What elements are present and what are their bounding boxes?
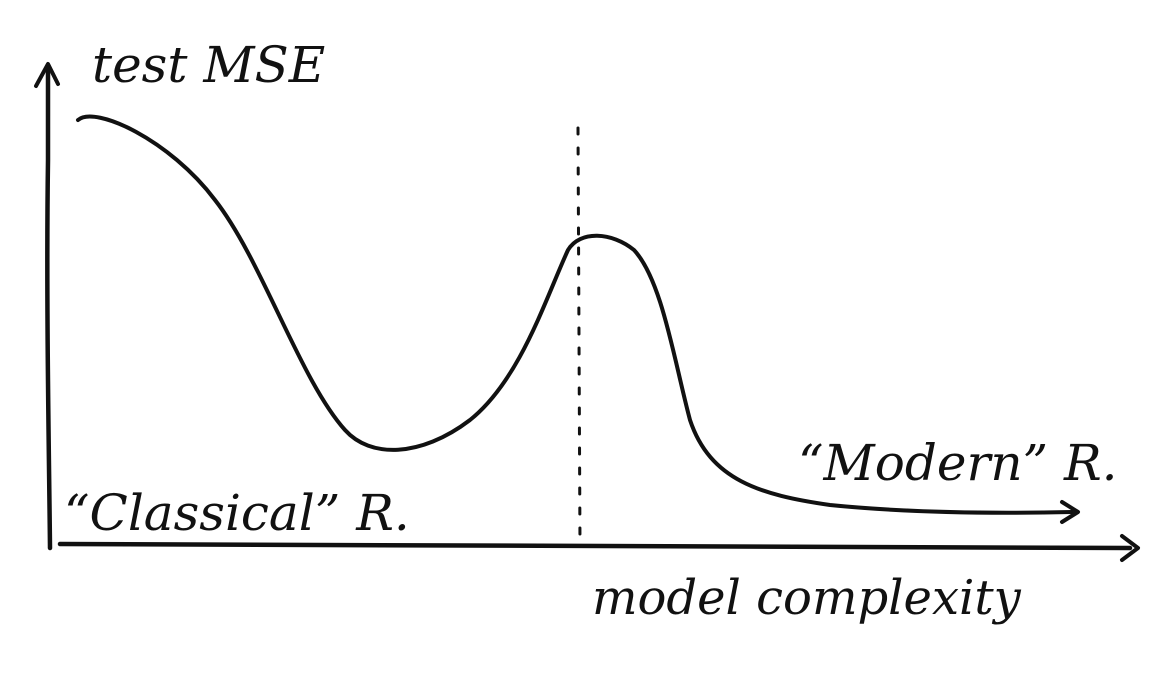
classical-regime-label: “Classical” R. [64, 484, 410, 542]
x-axis-label: model complexity [592, 570, 1022, 626]
y-axis-arrowhead [34, 62, 60, 88]
modern-regime-label: “Modern” R. [798, 434, 1118, 492]
curve-arrowhead [1060, 500, 1080, 524]
y-axis-label: test MSE [92, 36, 325, 94]
y-axis [34, 62, 60, 551]
test-mse-curve [76, 114, 1074, 515]
x-axis-arrowhead [1120, 534, 1140, 562]
interpolation-threshold-dotted-line [576, 126, 582, 548]
x-axis [57, 534, 1140, 562]
